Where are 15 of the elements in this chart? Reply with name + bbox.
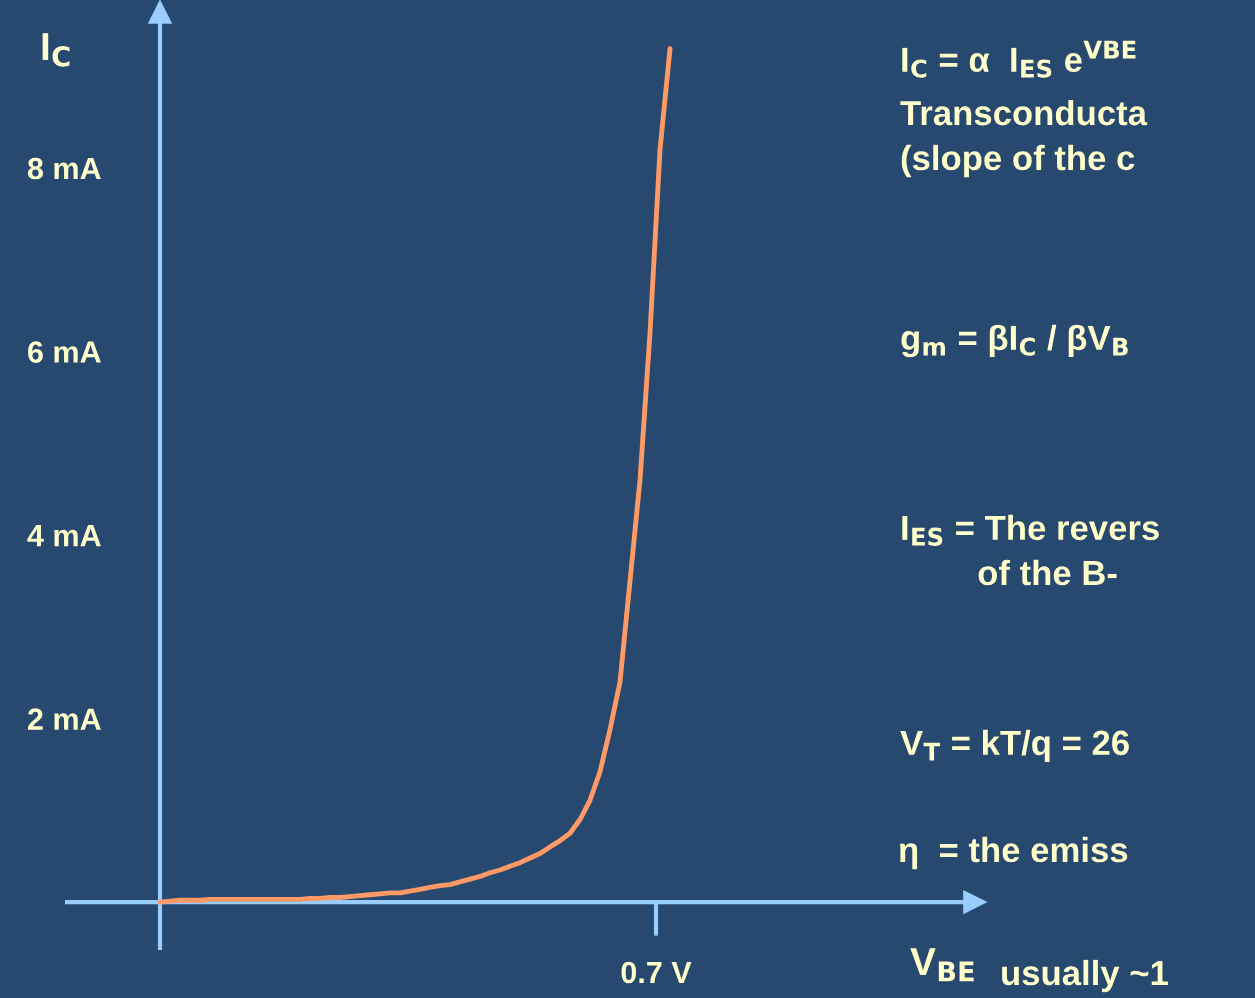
text: I$_{ES}$ = The revers of the B- xyxy=(902,514,1159,586)
text: g$_{m}$ = βI$_{C}$ / βV$_{B}$ xyxy=(901,324,1128,358)
text: Transconducta (slope of the c xyxy=(900,99,1148,178)
text: usually ~1 xyxy=(1002,959,1168,993)
text: I$_{C}$ = α I$_{ES}$ e$^{VBE}$ xyxy=(902,40,1136,78)
y-tick-label: 2 mA xyxy=(28,708,101,730)
text: V$_{T}$ = kT/q = 26 xyxy=(900,729,1129,763)
text: η = the emiss xyxy=(899,836,1128,870)
text: V$_{BE}$ xyxy=(910,948,974,982)
text: 0.7 V xyxy=(621,961,692,984)
line-series xyxy=(157,46,673,905)
y-tick-label: 8 mA xyxy=(27,157,101,180)
y-axis-title: I$_{C}$ xyxy=(42,33,70,67)
y-tick-label: 6 mA xyxy=(28,341,101,363)
y-tick-label: 4 mA xyxy=(27,525,101,547)
